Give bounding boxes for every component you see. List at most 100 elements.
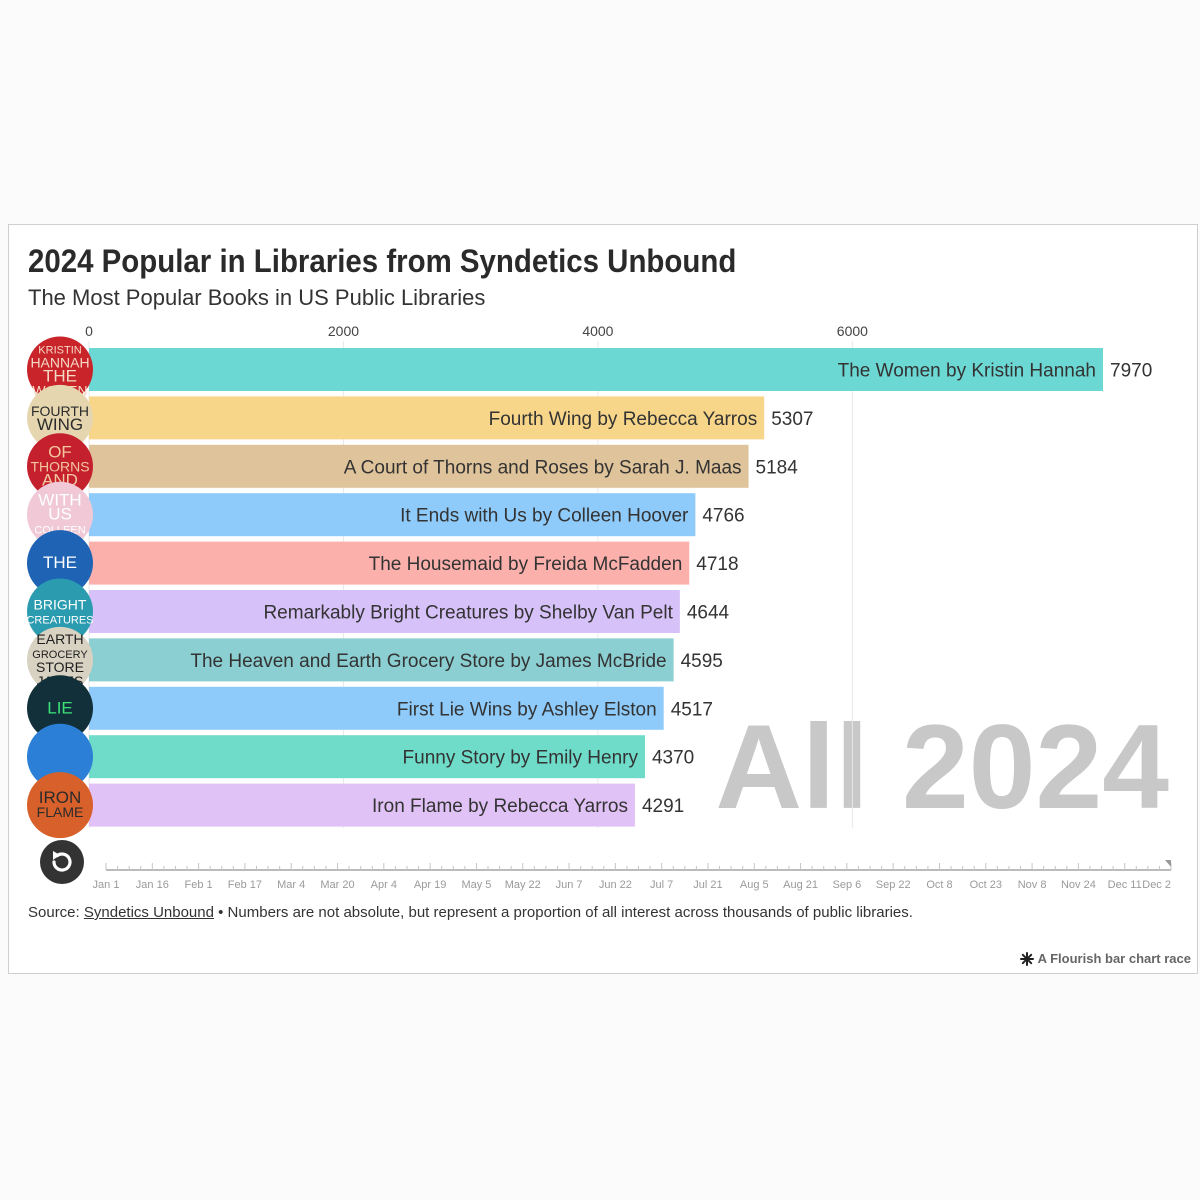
bar	[89, 590, 680, 633]
book-cover-text: KRISTIN	[38, 345, 81, 357]
book-cover-text: FLAME	[37, 804, 84, 820]
timeline-label[interactable]: Nov 24	[1061, 879, 1096, 891]
book-cover-image	[27, 433, 93, 500]
flourish-logo-icon	[1019, 951, 1034, 966]
value-label: 5184	[756, 457, 799, 478]
bar-label: Iron Flame by Rebecca Yarros	[372, 796, 628, 817]
bar	[89, 348, 1104, 391]
book-cover-image	[27, 723, 93, 790]
timeline-label[interactable]: Mar 4	[277, 879, 305, 891]
book-cover-text: GROCERY	[32, 649, 88, 661]
timeline-label[interactable]: Jul 21	[693, 879, 722, 891]
book-cover-image	[27, 772, 93, 839]
book-cover-text: THORNS	[30, 458, 89, 474]
bar	[89, 735, 645, 779]
value-label: 5307	[771, 409, 813, 430]
timeline-label[interactable]: Feb 17	[228, 879, 262, 891]
timeline-label[interactable]: Apr 4	[371, 879, 397, 891]
timeline-label[interactable]: Sep 22	[876, 879, 911, 891]
timeline-label[interactable]: Mar 20	[320, 879, 354, 891]
bar-label: The Women by Kristin Hannah	[838, 361, 1096, 382]
x-tick-label: 0	[85, 323, 93, 339]
book-cover-image	[27, 675, 93, 742]
timeline-label[interactable]: Sep 6	[832, 879, 861, 891]
bar-label: Fourth Wing by Rebecca Yarros	[489, 409, 758, 430]
book-cover-text: LIE	[47, 698, 73, 717]
bar-chart: All 2024 0 2000 4000 6000 The Women by Kristi…	[26, 323, 1172, 891]
flourish-credit-text: A Flourish bar chart race	[1037, 951, 1191, 966]
timeline-handle[interactable]	[1165, 860, 1171, 867]
book-cover-text: FOURTH	[31, 403, 89, 419]
bar	[89, 686, 664, 730]
timeline-label[interactable]: May 22	[505, 879, 541, 891]
bar-label: It Ends with Us by Colleen Hoover	[400, 506, 689, 527]
timeline-label[interactable]: Aug 5	[740, 879, 769, 891]
timeline-label[interactable]: Feb 1	[185, 879, 213, 891]
chart-card: 2024 Popular in Libraries from Syndetics…	[8, 224, 1198, 974]
book-cover-image	[27, 336, 93, 403]
value-label: 4766	[702, 506, 744, 527]
book-cover-image	[27, 626, 93, 693]
timeline-label[interactable]: Oct 8	[926, 879, 952, 891]
bar	[89, 493, 696, 537]
value-label: 4291	[642, 796, 684, 817]
book-cover-text: THE	[43, 367, 77, 386]
bar-label: The Heaven and Earth Grocery Store by Ja…	[190, 651, 666, 672]
timeline-label[interactable]: Jul 7	[650, 879, 673, 891]
source-note: Source: Syndetics Unbound • Numbers are …	[28, 904, 913, 921]
bar	[89, 396, 765, 440]
period-label: All 2024	[715, 700, 1169, 834]
book-cover-text: IRON	[39, 788, 82, 807]
timeline-label[interactable]: May 5	[461, 879, 491, 891]
timeline-label[interactable]: Dec 11	[1108, 879, 1142, 891]
value-label: 4595	[681, 651, 723, 672]
bar-label: First Lie Wins by Ashley Elston	[397, 699, 657, 720]
flourish-credit[interactable]: A Flourish bar chart race	[1019, 951, 1191, 966]
bar	[89, 541, 690, 585]
book-cover-text: WITH	[38, 491, 81, 510]
bar-label: Remarkably Bright Creatures by Shelby Va…	[263, 603, 673, 624]
chart-title: 2024 Popular in Libraries from Syndetics…	[28, 243, 737, 279]
bar	[89, 638, 674, 682]
book-cover-text: CREATURES	[26, 615, 93, 627]
replay-button[interactable]	[40, 840, 84, 884]
book-cover-image	[27, 481, 93, 548]
timeline-label[interactable]: Jun 7	[556, 879, 583, 891]
value-label: 7970	[1110, 361, 1152, 382]
replay-icon	[52, 851, 72, 872]
book-cover-image	[27, 384, 93, 451]
bar-label: Funny Story by Emily Henry	[403, 748, 639, 769]
source-disclaimer: • Numbers are not absolute, but represen…	[213, 904, 913, 921]
x-tick-label: 6000	[837, 323, 868, 339]
timeline-label[interactable]: Oct 23	[970, 879, 1002, 891]
bar-label: A Court of Thorns and Roses by Sarah J. …	[344, 457, 742, 478]
timeline-label[interactable]: Nov 8	[1018, 879, 1047, 891]
book-cover-text: HANNAH	[30, 355, 89, 371]
chart-subtitle: The Most Popular Books in US Public Libr…	[28, 285, 486, 310]
book-cover-image	[27, 578, 93, 645]
source-link[interactable]: Syndetics Unbound	[83, 904, 214, 921]
book-cover-text: BRIGHT	[34, 597, 87, 613]
value-label: 4370	[652, 748, 694, 769]
timeline-label[interactable]: Jun 22	[599, 879, 632, 891]
timeline-label[interactable]: Jan 1	[93, 879, 120, 891]
value-label: 4718	[696, 554, 738, 575]
timeline-label[interactable]: Apr 19	[414, 879, 446, 891]
x-tick-label: 2000	[328, 323, 359, 339]
value-label: 4644	[687, 603, 730, 624]
book-cover-text: US	[48, 505, 72, 524]
book-cover-text: WING	[37, 415, 83, 434]
book-cover-image	[27, 530, 93, 597]
book-cover-text: OF	[48, 442, 72, 461]
book-cover-text: STORE	[36, 659, 84, 675]
x-tick-label: 4000	[582, 323, 613, 339]
source-prefix: Source:	[28, 904, 84, 921]
book-cover-text: EARTH	[36, 631, 83, 647]
bar	[89, 444, 749, 488]
bar	[89, 783, 635, 827]
timeline-label[interactable]: Jan 16	[136, 879, 169, 891]
book-cover-text: THE	[43, 553, 77, 572]
value-label: 4517	[671, 699, 713, 720]
timeline-label[interactable]: Aug 21	[783, 879, 818, 891]
timeline-label[interactable]: Dec 2	[1142, 879, 1171, 891]
